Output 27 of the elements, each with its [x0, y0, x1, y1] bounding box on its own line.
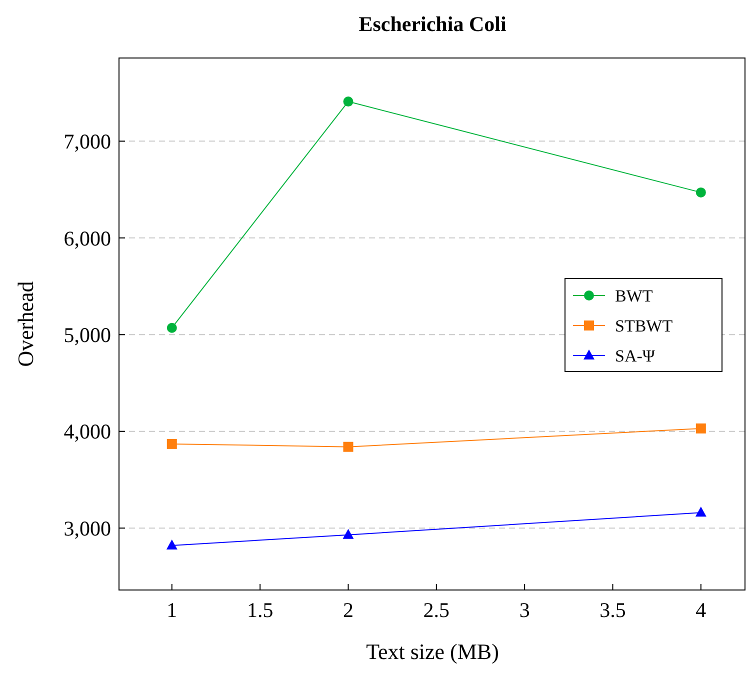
chart-title: Escherichia Coli: [358, 12, 506, 36]
y-tick-label: 3,000: [64, 516, 111, 540]
legend-label: SA-Ψ: [615, 346, 656, 366]
x-tick-label: 4: [696, 598, 707, 622]
x-tick-label: 3: [519, 598, 530, 622]
point: [166, 322, 177, 333]
point: [166, 540, 178, 550]
x-tick-label: 1: [166, 598, 178, 622]
legend-label: STBWT: [615, 316, 674, 336]
point: [343, 442, 354, 452]
y-axis-title: Overhead: [13, 281, 38, 367]
point: [695, 506, 706, 517]
point: [696, 423, 706, 434]
point: [696, 187, 706, 198]
x-tick-label: 3.5: [600, 598, 626, 622]
x-tick-label: 2.5: [423, 598, 450, 622]
y-tick-label: 4,000: [64, 420, 111, 444]
legend-label: BWT: [615, 286, 654, 306]
point: [166, 438, 177, 449]
x-axis-title: Text size (MB): [366, 639, 499, 664]
y-tick-label: 7,000: [64, 130, 111, 154]
x-tick-label: 2: [342, 598, 354, 622]
y-tick-label: 5,000: [64, 322, 111, 347]
y-tick-label: 6,000: [64, 226, 111, 250]
x-tick-label: 1.5: [246, 598, 274, 622]
point: [342, 528, 354, 539]
point: [343, 96, 354, 107]
